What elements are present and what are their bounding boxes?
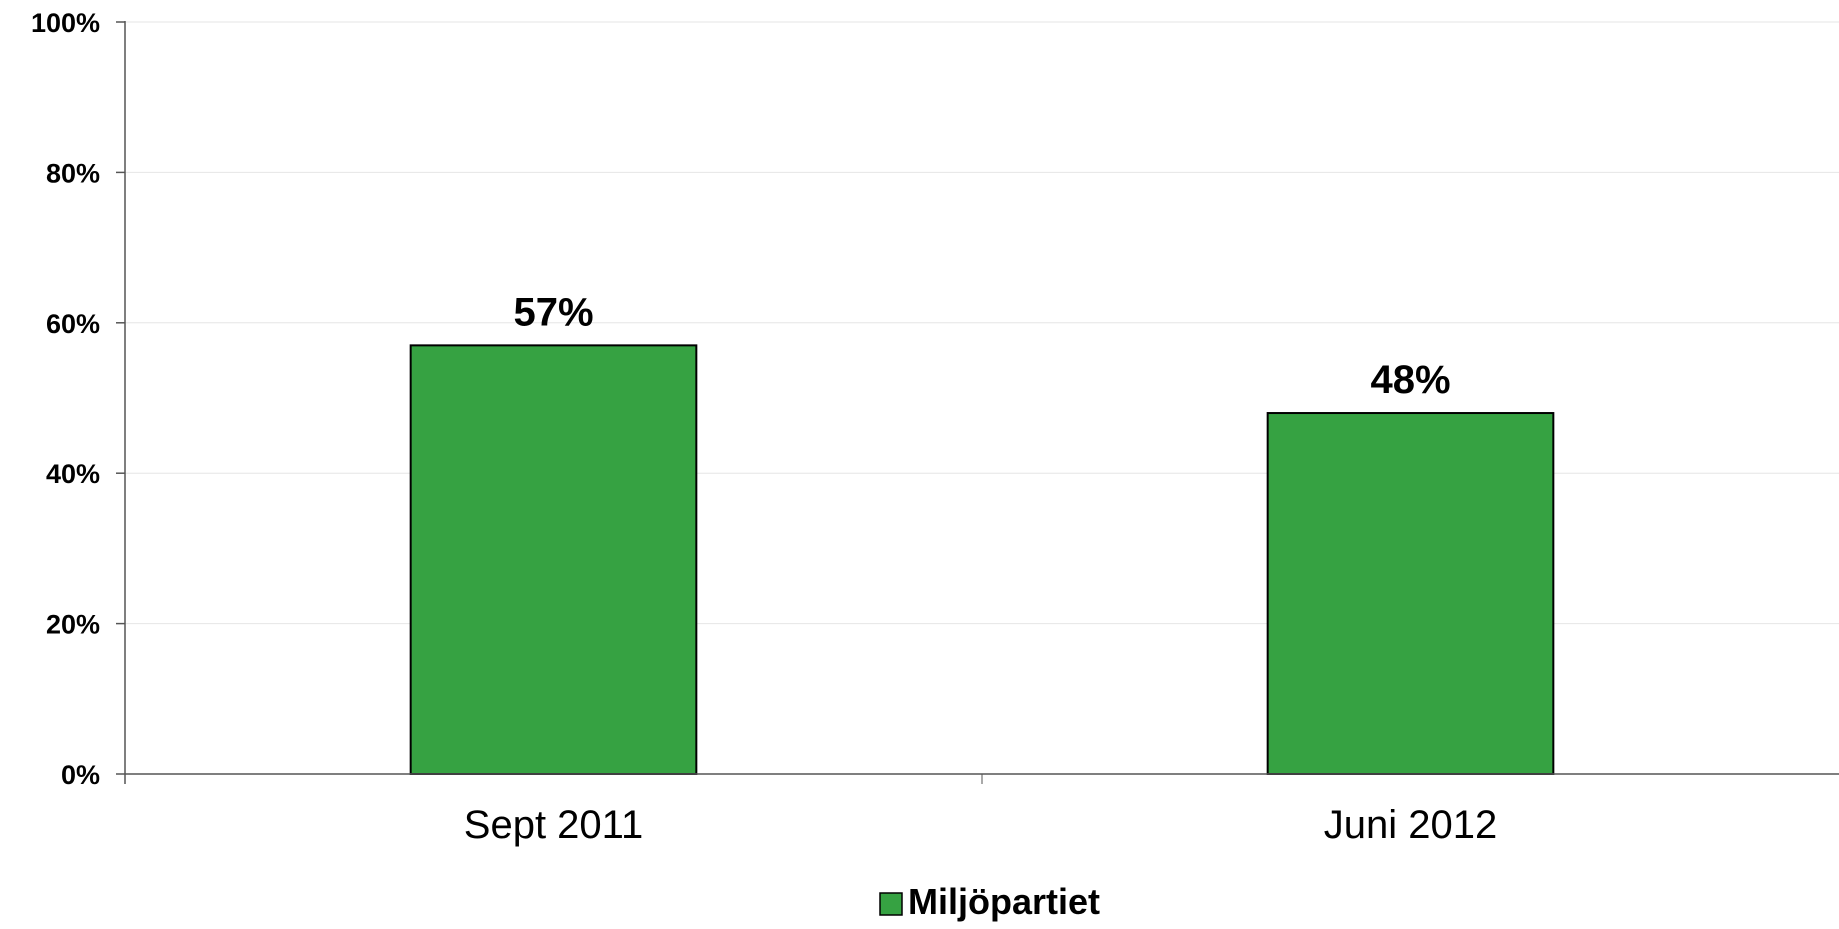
bar-1: [409, 344, 698, 775]
legend-swatch: [879, 892, 903, 916]
labels: 0% 20% 40% 60% 80% 100% 57% Sept 2011 48% Juni 20…: [31, 8, 1497, 847]
legend: Miljöpartiet: [879, 881, 1100, 922]
bars: [409, 344, 1555, 775]
y-tick-label: 60%: [46, 309, 100, 339]
y-tick-label: 0%: [61, 760, 100, 790]
y-tick-label: 100%: [31, 8, 100, 38]
x-category-label: Sept 2011: [464, 803, 643, 847]
y-tick-label: 40%: [46, 459, 100, 489]
y-tick-label: 80%: [46, 158, 100, 188]
data-label: 48%: [1370, 358, 1450, 402]
bar-2: [1266, 412, 1555, 775]
y-tick-label: 20%: [46, 610, 100, 640]
axes: [116, 21, 1839, 784]
data-label: 57%: [513, 290, 593, 334]
gridlines: [125, 21, 1839, 625]
x-category-label: Juni 2012: [1324, 803, 1497, 847]
legend-label: Miljöpartiet: [908, 881, 1100, 922]
